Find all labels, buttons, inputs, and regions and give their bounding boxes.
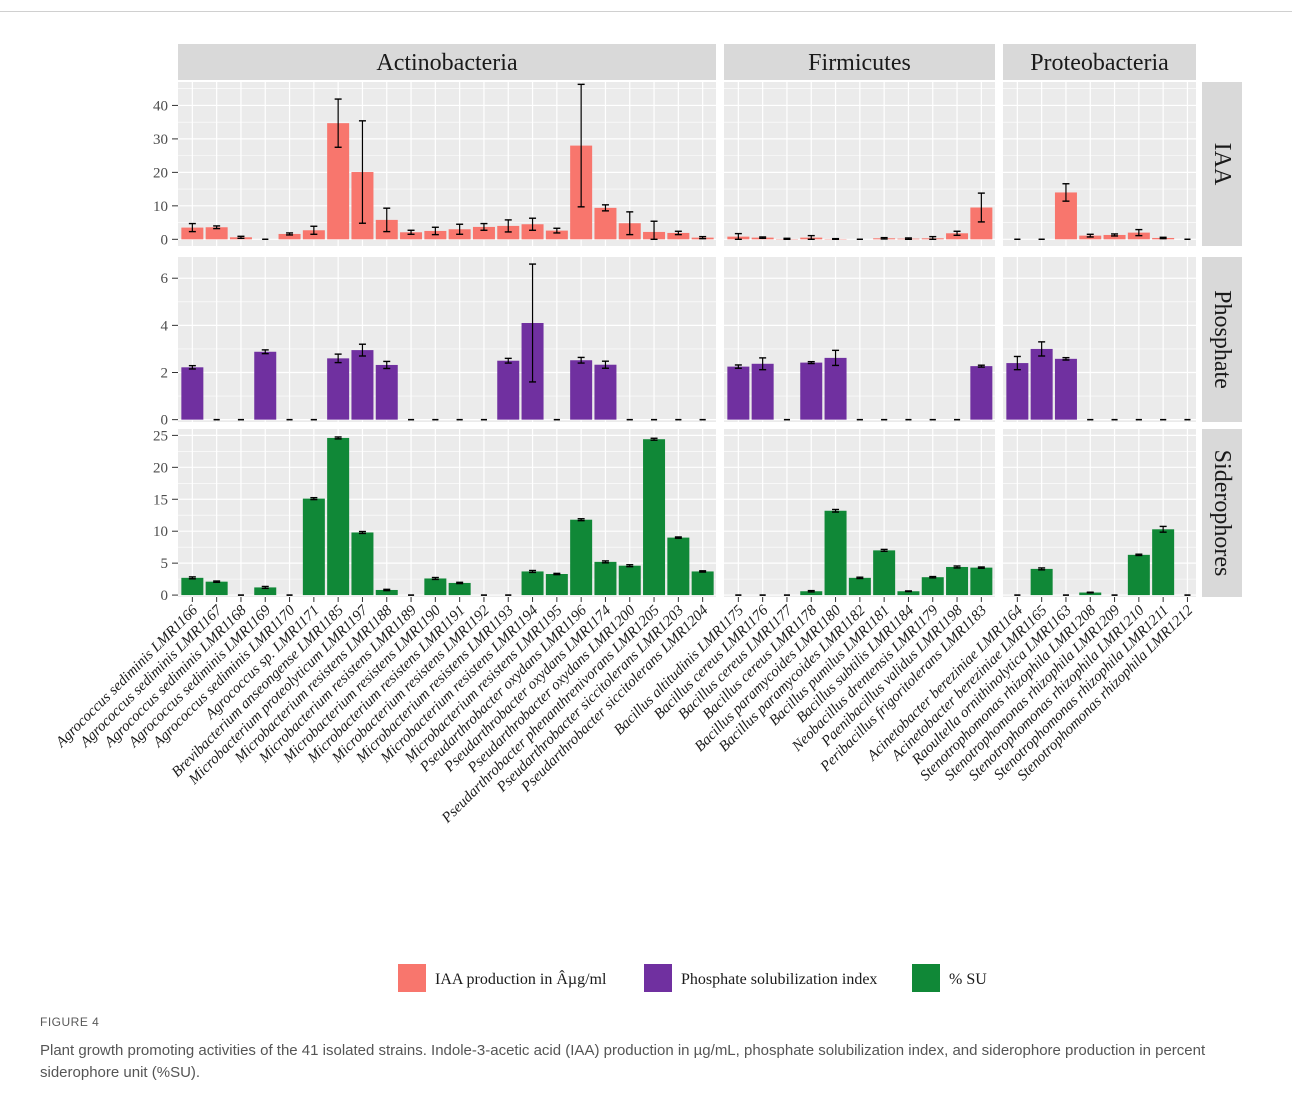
figure-caption: Plant growth promoting activities of the…: [40, 1042, 1206, 1081]
facet-label-siderophores: Siderophores: [1209, 450, 1235, 577]
facet-label-phosphate: Phosphate: [1209, 290, 1235, 389]
siderophores-bar: [970, 567, 993, 596]
iaa-bar: [205, 227, 228, 240]
y-tick-label: 6: [161, 271, 169, 287]
y-tick-label: 10: [153, 199, 168, 215]
panel-background: [178, 82, 716, 246]
iaa-bar: [970, 207, 993, 240]
facet-label-proteobacteria: Proteobacteria: [1030, 50, 1169, 76]
siderophores-bar: [667, 537, 690, 596]
phosphate-bar: [1030, 348, 1053, 420]
iaa-bar: [545, 230, 568, 240]
phosphate-bar: [824, 357, 847, 420]
siderophores-bar: [897, 591, 920, 596]
siderophores-bar: [521, 571, 544, 596]
legend-label-phosphate: Phosphate solubilization index: [681, 971, 877, 988]
siderophores-bar: [448, 582, 471, 596]
siderophores-bar: [327, 437, 350, 596]
siderophores-bar: [594, 561, 617, 596]
legend-swatch-siderophores: [912, 964, 940, 992]
siderophores-bar: [946, 566, 969, 596]
siderophores-bar: [643, 439, 666, 596]
phosphate-bar: [327, 358, 350, 420]
y-tick-label: 0: [161, 413, 169, 429]
siderophores-bar: [570, 519, 593, 596]
y-tick-label: 0: [161, 232, 169, 248]
y-tick-label: 2: [161, 366, 169, 382]
phosphate-bar: [751, 363, 774, 420]
siderophores-bar: [1030, 568, 1053, 596]
siderophores-bar: [545, 574, 568, 596]
facet-strip-actinobacteria: [178, 44, 716, 80]
y-tick-label: 0: [161, 588, 169, 604]
facet-label-firmicutes: Firmicutes: [808, 50, 911, 76]
facet-strip-siderophores: [1202, 429, 1242, 597]
phosphate-bar: [970, 366, 993, 420]
phosphate-bar: [254, 351, 277, 420]
siderophores-bar: [848, 577, 871, 596]
top-divider: [0, 11, 1292, 12]
siderophores-bar: [1152, 529, 1175, 596]
facet-strip-proteobacteria: [1003, 44, 1196, 80]
siderophores-bar: [205, 581, 228, 596]
iaa-bar: [946, 233, 969, 240]
iaa-bar: [472, 226, 495, 240]
iaa-bar: [327, 123, 350, 240]
siderophores-bar: [424, 578, 447, 596]
siderophores-bar: [1079, 592, 1102, 596]
facet-strip-phosphate: [1202, 257, 1242, 422]
y-tick-label: 15: [153, 492, 168, 508]
phosphate-bar: [594, 364, 617, 420]
siderophores-bar: [302, 498, 325, 596]
iaa-bar: [1054, 192, 1077, 240]
iaa-bar: [1103, 234, 1126, 240]
y-tick-label: 30: [153, 132, 168, 148]
siderophores-bar: [375, 589, 398, 596]
phosphate-bar: [1006, 363, 1029, 420]
legend-label-iaa: IAA production in Âµg/ml: [435, 969, 607, 988]
siderophores-bar: [800, 591, 823, 596]
phosphate-bar: [497, 360, 520, 420]
figure-label: FIGURE 4: [40, 1015, 100, 1029]
facet-strip-firmicutes: [724, 44, 995, 80]
iaa-bar: [181, 227, 204, 240]
siderophores-bar: [351, 532, 374, 596]
phosphate-bar: [351, 350, 374, 420]
phosphate-bar: [800, 362, 823, 420]
siderophores-bar: [254, 587, 277, 596]
siderophores-bar: [921, 577, 944, 596]
siderophores-bar: [691, 571, 714, 596]
iaa-bar: [521, 224, 544, 240]
y-tick-label: 20: [153, 165, 168, 181]
siderophores-bar: [1127, 554, 1150, 596]
y-tick-label: 20: [153, 460, 168, 476]
iaa-bar: [594, 207, 617, 240]
facet-label-actinobacteria: Actinobacteria: [376, 50, 518, 76]
siderophores-bar: [873, 550, 896, 596]
y-tick-label: 10: [153, 524, 168, 540]
facet-strip-iaa: [1202, 82, 1242, 246]
phosphate-bar: [570, 360, 593, 420]
facet-label-iaa: IAA: [1209, 143, 1235, 186]
iaa-bar: [400, 232, 423, 240]
siderophores-bar: [618, 565, 641, 596]
iaa-bar: [278, 233, 301, 240]
y-tick-label: 25: [153, 428, 168, 444]
phosphate-bar: [727, 366, 750, 420]
y-tick-label: 40: [153, 98, 168, 114]
panel-background: [1003, 82, 1196, 246]
legend-swatch-iaa: [398, 964, 426, 992]
phosphate-bar: [375, 364, 398, 420]
phosphate-bar: [1054, 358, 1077, 420]
legend-swatch-phosphate: [644, 964, 672, 992]
phosphate-bar: [181, 367, 204, 420]
y-tick-label: 4: [161, 318, 169, 334]
y-tick-label: 5: [161, 556, 169, 572]
siderophores-bar: [824, 510, 847, 596]
legend-label-siderophores: % SU: [949, 971, 987, 988]
iaa-bar: [667, 232, 690, 240]
facet-bar-chart: Actinobacteria Firmicutes Proteobacteria IA…: [52, 44, 1242, 992]
siderophores-bar: [181, 577, 204, 596]
